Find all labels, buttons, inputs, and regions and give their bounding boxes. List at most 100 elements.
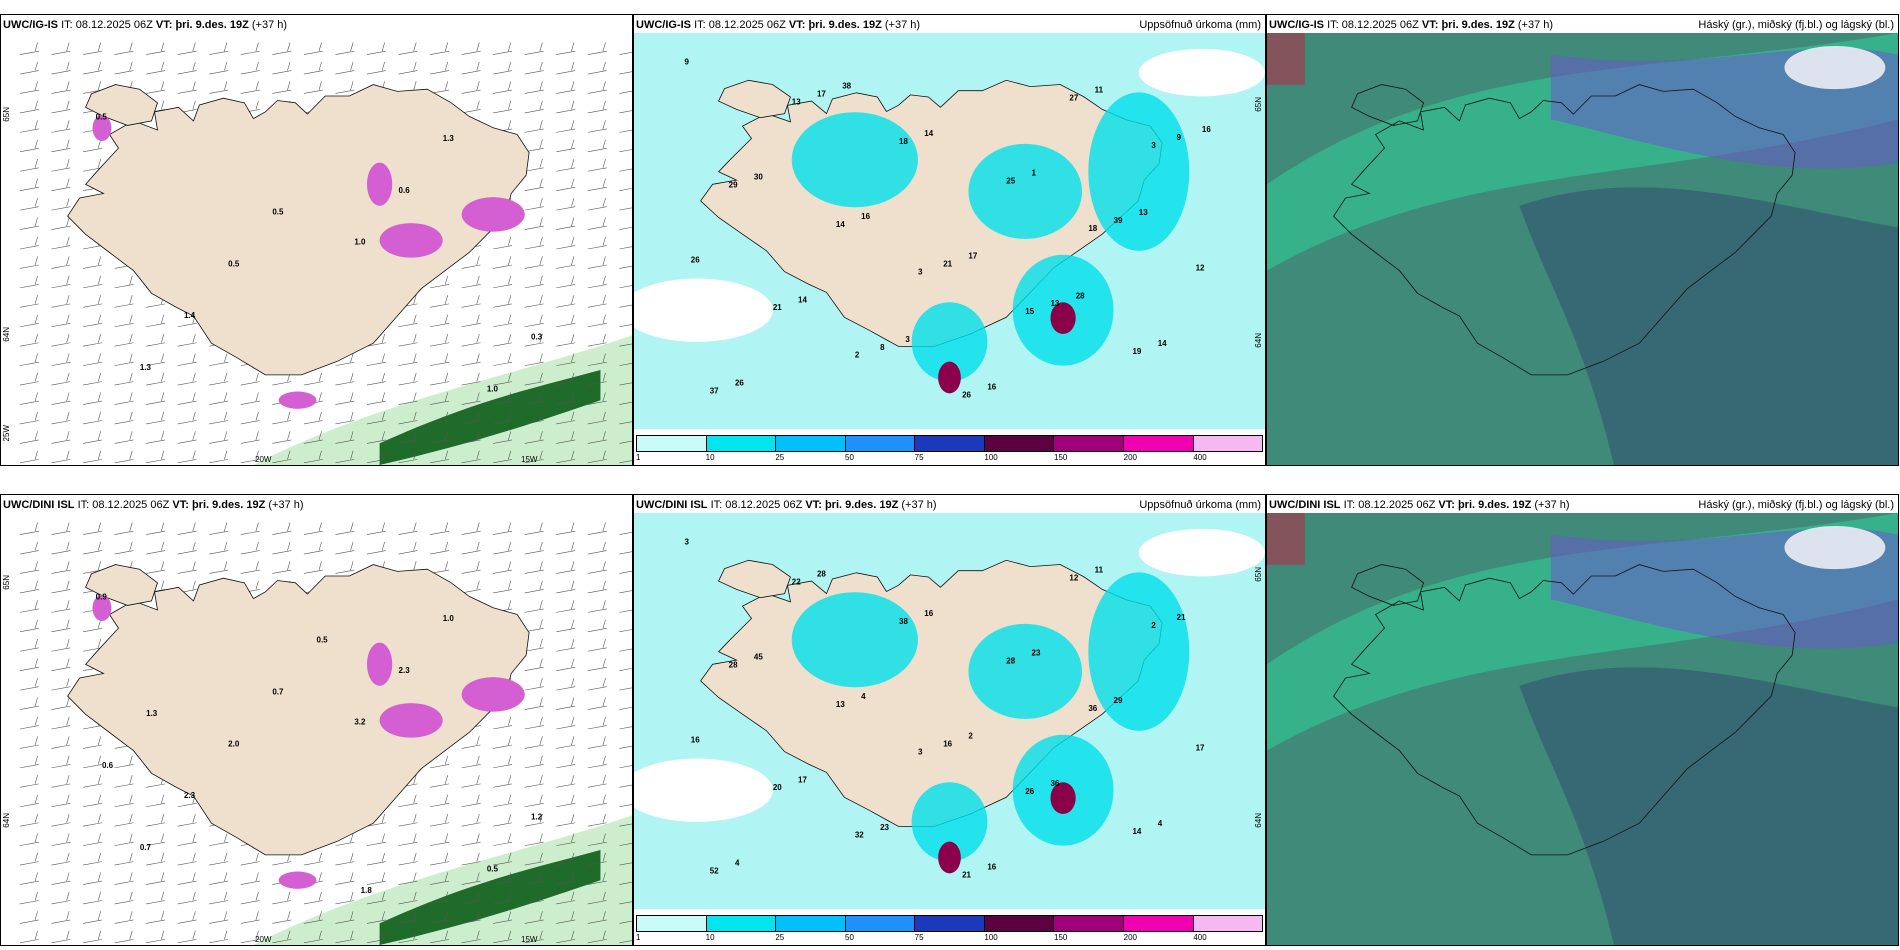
wind-barb [177,911,197,924]
wind-barb [619,648,632,652]
wind-barb [82,736,103,749]
wind-barb [493,392,513,405]
precip-area [968,143,1083,239]
wind-barb [177,450,197,464]
wind-barb [51,431,71,444]
dry-area [634,758,773,822]
wind-barb [587,541,607,555]
wind-barb [335,353,355,366]
colorbar-swatch [915,436,985,451]
wind-barb [461,814,481,827]
precip-peak [938,841,961,874]
wind-barb [524,580,544,594]
wind-barb [493,930,513,944]
wind-barb [556,891,576,905]
wind-barb [619,421,632,425]
wind-barb [272,81,292,94]
wind-barb [556,794,576,808]
colorbar-tick: 25 [775,453,785,462]
colorbar-swatch [1054,436,1124,451]
wind-barb [19,775,39,788]
precip-value: 16 [943,740,952,749]
wind-barb [82,872,103,885]
wind-barb [430,872,450,885]
wind-barb [82,334,103,347]
wind-barb [82,372,103,386]
precip-value: 18 [1088,224,1097,233]
precip-value: 0.3 [531,333,543,342]
wind-barb [398,541,418,555]
wind-barb [430,814,450,827]
wind-barb [556,561,576,574]
wind-barb [146,392,166,405]
precip-value: 25 [1006,176,1015,185]
wind-barb [461,334,481,347]
precip-area [968,623,1083,719]
wind-barb [51,42,71,55]
wind-barb [51,392,71,405]
wind-barb [619,706,632,710]
wind-barb [619,881,632,885]
wind-barb [82,911,103,924]
wind-barb [19,42,39,55]
wind-barb [619,551,632,555]
colorbar-swatch [845,436,916,451]
wind-barb [240,61,260,75]
wind-barb [430,450,450,464]
wind-barb [398,930,418,944]
precip-value: 1.4 [184,311,196,320]
precip-value: 45 [754,653,763,662]
wind-barb [51,677,71,691]
wind-barb [114,372,134,386]
wind-barb [335,561,355,574]
coastline [1351,84,1424,126]
precip-green-dark [379,369,601,465]
lon-label: 20W [255,455,272,464]
wind-barb [619,285,632,289]
wind-barb [114,314,134,328]
wind-barb [366,872,386,885]
wind-barb [619,90,632,94]
precip-value: 16 [1202,125,1211,134]
wind-barb [82,775,103,788]
wind-barb [209,930,229,944]
wind-barb [493,42,513,55]
wind-barb [587,61,607,75]
wind-barb [272,911,292,924]
wind-barb [461,561,481,574]
wind-barb [524,852,544,866]
wind-barb [619,149,632,153]
cloud-map [1267,513,1898,945]
wind-barb [209,561,229,574]
wind-barb [619,207,632,211]
wind-barb [430,755,450,769]
wind-barb [524,81,544,94]
precip-green [253,335,632,465]
wind-barb [19,178,39,191]
wind-barb [461,353,481,366]
wind-barb [114,833,134,846]
precip-value: 14 [798,295,807,304]
wind-barb [272,61,292,75]
wind-barb [461,275,481,289]
wind-barb [303,42,323,55]
wind-barb [114,353,134,366]
wind-barb [398,891,418,905]
wind-barb [19,658,39,671]
wind-barb [619,110,632,114]
wind-barb [619,265,632,269]
wind-barb [240,541,260,555]
wind-barb [619,168,632,172]
wind-barb [303,81,323,94]
wind-barb [587,639,607,652]
panel-dini-precip: UWC/DINI ISL IT: 08.12.2025 06Z VT: þri.… [633,494,1266,946]
wind-barb [398,353,418,366]
precip-value: 0.5 [317,636,329,645]
wind-barb [335,872,355,885]
wind-barb [461,794,481,808]
wind-barb [114,295,134,308]
precip-value: 4 [861,692,866,701]
wind-barb [587,930,607,944]
wind-barb [51,561,71,574]
colorbar-tick: 25 [775,933,785,942]
